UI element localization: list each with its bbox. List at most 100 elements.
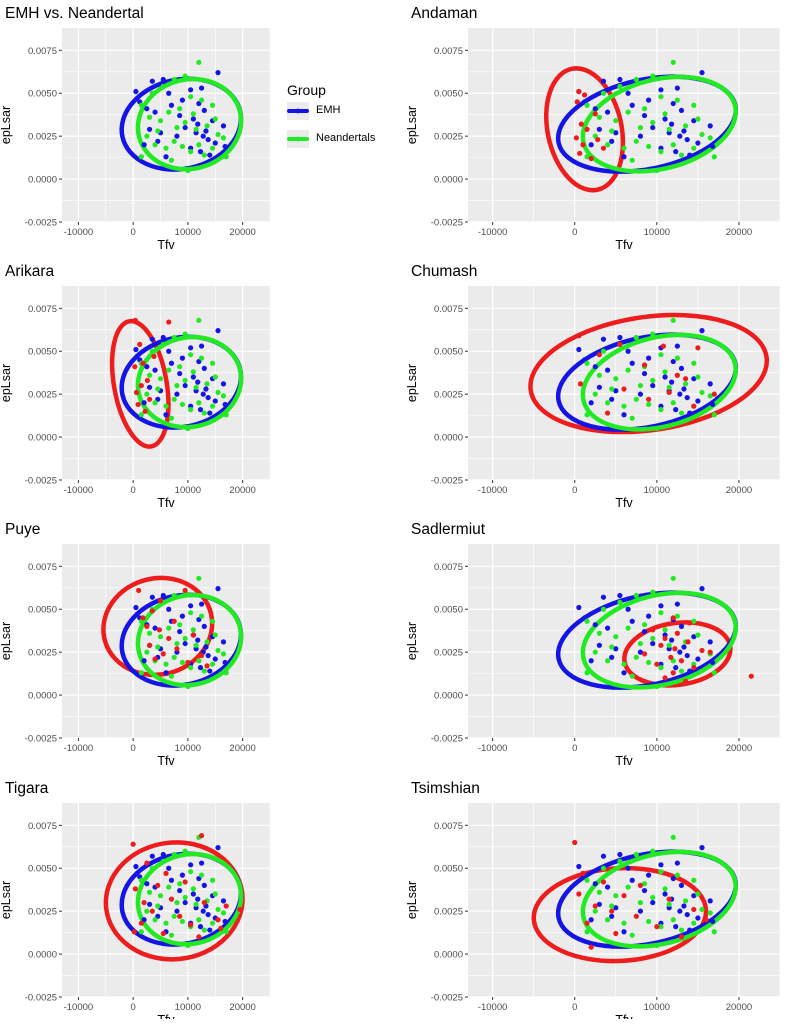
point-emh (195, 379, 201, 385)
point-neandertals (212, 632, 218, 638)
point-emh (677, 649, 683, 655)
point-emh (203, 386, 209, 392)
point-tsimshian (572, 839, 578, 846)
point-emh (617, 851, 623, 858)
point-neandertals (190, 886, 196, 892)
point-neandertals (592, 391, 598, 397)
point-neandertals (633, 851, 639, 858)
point-emh (600, 78, 607, 84)
x-tick-label: 0 (572, 227, 577, 238)
point-neandertals (584, 670, 590, 676)
panel-3: -10000 0 10000 20000 -0.0025 0.0000 0.0025 0.00… (0, 263, 270, 510)
x-tick-label: -10000 (64, 1002, 94, 1013)
point-neandertals (193, 642, 199, 648)
point-emh (641, 628, 648, 635)
point-neandertals (198, 355, 205, 361)
point-puye (171, 618, 177, 624)
point-emh (195, 121, 201, 127)
point-neandertals (596, 889, 602, 895)
y-tick-label: 0.0050 (434, 347, 463, 358)
point-emh (625, 865, 631, 871)
point-neandertals (223, 154, 229, 160)
point-emh (215, 586, 221, 592)
point-neandertals (658, 94, 664, 100)
point-puye (204, 663, 210, 669)
point-chumash (577, 381, 584, 387)
data-layer (103, 833, 245, 962)
point-emh (163, 412, 169, 418)
point-sadlermiut (670, 670, 676, 676)
point-emh (222, 401, 228, 408)
point-neandertals (617, 83, 623, 89)
point-neandertals (168, 415, 175, 421)
point-andaman (595, 136, 601, 143)
point-tigara (144, 860, 150, 866)
data-layer (531, 834, 739, 964)
point-emh (220, 898, 227, 904)
point-emh (179, 355, 186, 361)
x-tick-label: 20000 (726, 227, 752, 238)
point-neandertals (658, 407, 664, 413)
point-emh (200, 908, 206, 914)
point-emh (650, 899, 656, 906)
point-emh (710, 401, 716, 408)
point-neandertals (621, 145, 627, 151)
point-neandertals (220, 651, 227, 657)
panel-title: Tigara (5, 780, 49, 797)
point-sadlermiut (654, 661, 660, 667)
point-neandertals (212, 116, 218, 122)
x-tick-label: 10000 (644, 743, 670, 754)
point-arikara (146, 396, 153, 402)
point-neandertals (188, 407, 194, 413)
point-neandertals (196, 317, 202, 323)
point-arikara (132, 364, 138, 370)
x-tick-label: 10000 (175, 1002, 201, 1013)
point-neandertals (650, 119, 656, 126)
point-sadlermiut (678, 658, 685, 664)
point-neandertals (212, 891, 218, 897)
point-neandertals (177, 881, 183, 887)
ellipse-neandertals (580, 332, 739, 432)
y-tick-label: 0.0050 (28, 89, 57, 100)
point-tigara (155, 882, 161, 889)
y-tick-label: 0.0000 (28, 691, 57, 702)
point-emh (576, 863, 582, 870)
point-emh (629, 102, 635, 108)
point-emh (198, 343, 205, 349)
point-emh (669, 379, 675, 385)
point-emh (222, 918, 228, 925)
point-sadlermiut (672, 646, 678, 652)
point-emh (646, 872, 652, 878)
point-andaman (588, 155, 594, 162)
point-emh (144, 364, 150, 370)
y-tick-label: -0.0025 (431, 734, 463, 745)
x-tick-label: 0 (572, 485, 577, 496)
point-neandertals (196, 917, 202, 923)
point-arikara (135, 401, 141, 408)
point-chumash (621, 386, 627, 392)
point-emh (133, 346, 139, 353)
point-emh (220, 123, 227, 129)
point-neandertals (168, 932, 175, 938)
point-neandertals (711, 670, 717, 676)
point-emh (674, 860, 680, 866)
point-neandertals (695, 632, 701, 638)
point-emh (197, 924, 204, 930)
point-emh (149, 336, 155, 342)
point-neandertals (646, 918, 652, 925)
point-puye (140, 615, 146, 621)
point-neandertals (144, 908, 150, 914)
point-neandertals (188, 149, 194, 155)
point-arikara (137, 341, 143, 347)
point-neandertals (174, 899, 180, 906)
point-neandertals (177, 364, 183, 370)
point-neandertals (182, 377, 188, 384)
point-emh (707, 381, 713, 387)
point-emh (637, 908, 644, 914)
point-neandertals (662, 111, 668, 117)
point-neandertals (625, 884, 631, 890)
point-tsimshian (609, 908, 615, 914)
point-neandertals (160, 858, 166, 864)
point-neandertals (188, 610, 194, 616)
point-neandertals (155, 903, 161, 909)
